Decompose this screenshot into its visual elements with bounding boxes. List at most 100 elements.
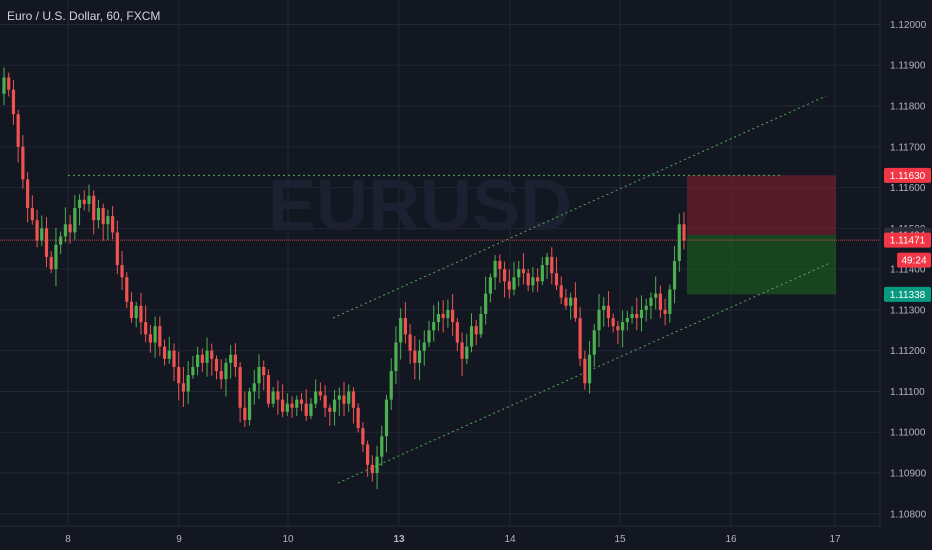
candle-body (370, 464, 374, 473)
position-zones[interactable] (687, 175, 836, 295)
candle-body (587, 354, 592, 384)
candle-body (54, 244, 58, 270)
candle-body (2, 77, 6, 94)
candle-body (488, 277, 492, 294)
symbol-watermark: EURUSD (268, 166, 572, 246)
price-badge-label: 1.11338 (890, 290, 926, 301)
candle-body (583, 358, 587, 384)
candle-body (262, 366, 266, 376)
candle-body (332, 399, 337, 412)
candle-body (337, 395, 341, 400)
candle-body (35, 220, 39, 241)
candle-body (621, 322, 625, 331)
candle-body (172, 350, 176, 367)
candle-body (375, 456, 379, 473)
grid-lines (0, 0, 880, 526)
channel-upper-line[interactable] (332, 95, 827, 319)
candle-body (526, 273, 530, 286)
candle-body (507, 281, 511, 290)
candle-body (158, 326, 162, 347)
candle-body (82, 199, 86, 204)
time-tick-label: 10 (282, 534, 294, 545)
candle-body (403, 318, 407, 335)
candle-body (677, 224, 681, 261)
time-tick-label: 16 (725, 534, 737, 545)
price-tick-label: 1.12000 (890, 20, 927, 31)
candle-body (616, 326, 620, 331)
candle-body (611, 318, 615, 327)
symbol-title[interactable]: Euro / U.S. Dollar, 60, FXCM (7, 9, 161, 23)
price-tick-label: 1.11300 (890, 305, 926, 316)
trend-channel[interactable] (332, 95, 831, 484)
candle-body (502, 269, 507, 282)
candle-body (323, 395, 327, 408)
price-badge-label: 1.11630 (890, 171, 926, 182)
candle-body (68, 224, 72, 233)
candle-body (592, 330, 596, 355)
candle-body (649, 297, 653, 306)
candle-body (281, 399, 285, 412)
candle-body (129, 301, 134, 319)
candle-body (427, 330, 431, 343)
candlesticks (2, 67, 686, 490)
price-tick-label: 1.10900 (890, 468, 927, 479)
time-tick-label: 9 (176, 534, 182, 545)
candle-body (304, 403, 308, 416)
price-badge-stop (884, 167, 931, 183)
candle-body (517, 269, 521, 278)
candle-body (125, 277, 129, 302)
candle-body (299, 399, 304, 404)
candle-body (602, 305, 606, 310)
candle-body (26, 179, 30, 208)
candle-body (399, 318, 403, 343)
candle-body (569, 297, 573, 306)
candle-body (380, 436, 384, 457)
candle-body (229, 354, 233, 363)
candle-body (663, 309, 667, 314)
candle-body (49, 256, 53, 270)
candle-body (295, 399, 299, 408)
price-tick-label: 1.11400 (890, 265, 926, 276)
candle-body (436, 313, 441, 323)
candle-body (191, 366, 195, 376)
candle-body (474, 326, 478, 335)
candle-body (639, 309, 644, 319)
candle-body (521, 269, 526, 274)
price-tick-label: 1.11800 (890, 102, 926, 113)
stop-loss-zone[interactable] (687, 175, 836, 235)
candle-body (153, 326, 157, 343)
price-badge-timer (897, 252, 931, 268)
candle-body (162, 346, 167, 359)
candle-body (314, 391, 318, 404)
candle-body (413, 350, 417, 363)
candle-body (625, 318, 629, 323)
candle-body (276, 391, 280, 400)
candle-body (247, 391, 252, 420)
candle-body (92, 195, 96, 221)
take-profit-zone[interactable] (687, 234, 836, 295)
candle-body (597, 309, 601, 331)
candle-body (446, 309, 450, 319)
candle-body (441, 313, 445, 319)
candle-body (559, 285, 563, 298)
candle-body (384, 399, 389, 437)
price-levels (0, 174, 880, 241)
candle-body (342, 395, 346, 404)
candle-body (290, 403, 294, 408)
candle-body (672, 260, 677, 290)
price-badge-target (884, 286, 931, 302)
candle-body (417, 350, 422, 363)
candle-body (200, 354, 204, 363)
time-axis[interactable]: 8 9 10 13 14 15 16 17 (65, 534, 841, 545)
candle-body (484, 293, 488, 314)
candle-body (167, 350, 171, 359)
candle-body (498, 260, 502, 270)
candle-body (328, 407, 332, 412)
candle-body (63, 224, 67, 237)
candle-body (479, 313, 483, 335)
candle-body (271, 391, 275, 404)
candle-body (16, 114, 20, 147)
candle-body (469, 326, 474, 347)
candle-body (668, 289, 672, 314)
